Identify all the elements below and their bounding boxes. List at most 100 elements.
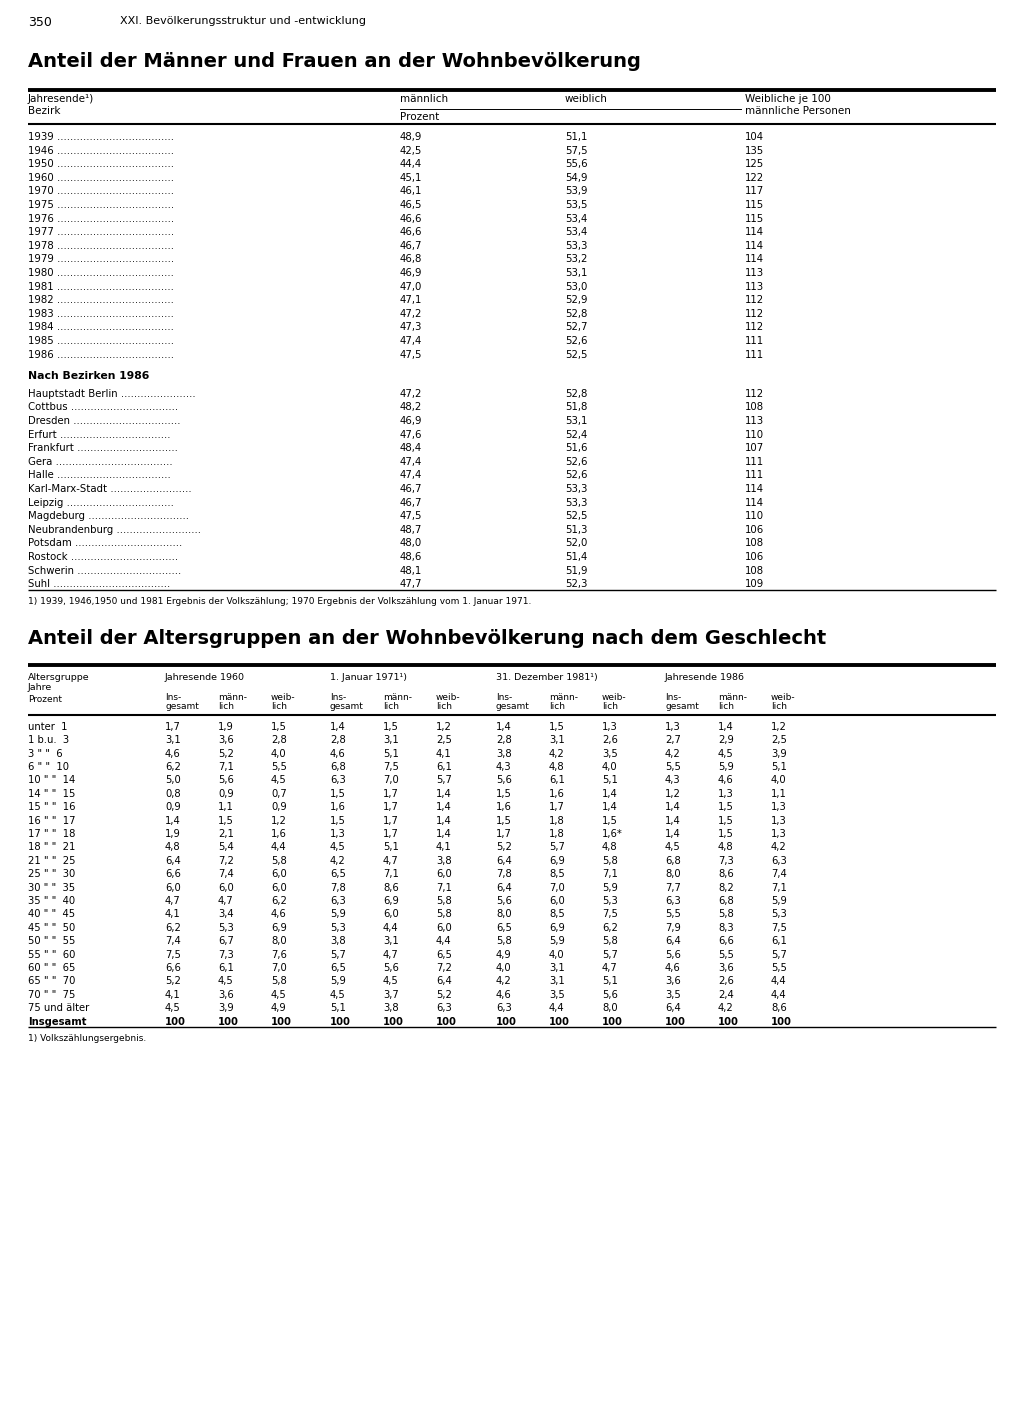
- Text: 4,7: 4,7: [383, 855, 398, 865]
- Text: 35 " "  40: 35 " " 40: [28, 896, 75, 906]
- Text: 53,3: 53,3: [565, 240, 588, 250]
- Text: 6,6: 6,6: [718, 936, 734, 946]
- Text: 1) Volkszählungsergebnis.: 1) Volkszählungsergebnis.: [28, 1034, 146, 1044]
- Text: 51,9: 51,9: [565, 566, 588, 575]
- Text: 1,4: 1,4: [165, 816, 181, 826]
- Text: 45 " "  50: 45 " " 50: [28, 923, 75, 933]
- Text: 1,7: 1,7: [383, 789, 399, 799]
- Text: 114: 114: [745, 240, 764, 250]
- Text: 47,6: 47,6: [400, 430, 423, 440]
- Text: männlich: männlich: [400, 93, 449, 105]
- Text: 4,3: 4,3: [496, 762, 512, 772]
- Text: 4,5: 4,5: [330, 990, 346, 1000]
- Text: 108: 108: [745, 403, 764, 413]
- Text: 6,8: 6,8: [330, 762, 346, 772]
- Text: 52,9: 52,9: [565, 296, 588, 305]
- Text: 5,2: 5,2: [436, 990, 452, 1000]
- Text: 3,8: 3,8: [330, 936, 346, 946]
- Text: 1,9: 1,9: [218, 721, 233, 732]
- Text: 100: 100: [771, 1017, 792, 1027]
- Text: 2,5: 2,5: [771, 735, 786, 745]
- Text: 5,9: 5,9: [330, 977, 346, 987]
- Text: 108: 108: [745, 566, 764, 575]
- Text: 5,2: 5,2: [496, 843, 512, 853]
- Text: 5,1: 5,1: [330, 1003, 346, 1014]
- Text: 5,6: 5,6: [383, 963, 399, 973]
- Text: 7,0: 7,0: [383, 775, 398, 785]
- Text: 47,4: 47,4: [400, 471, 422, 481]
- Text: 1,5: 1,5: [496, 816, 512, 826]
- Text: Anteil der Altersgruppen an der Wohnbevölkerung nach dem Geschlecht: Anteil der Altersgruppen an der Wohnbevö…: [28, 629, 826, 648]
- Text: 4,3: 4,3: [665, 775, 681, 785]
- Text: 0,9: 0,9: [165, 802, 181, 812]
- Text: 5,8: 5,8: [436, 909, 452, 919]
- Text: 1986 ....................................: 1986 ...................................…: [28, 349, 174, 359]
- Text: 1980 ....................................: 1980 ...................................…: [28, 269, 174, 279]
- Text: 6,1: 6,1: [436, 762, 452, 772]
- Text: 4,9: 4,9: [271, 1003, 287, 1014]
- Text: Magdeburg ...............................: Magdeburg ..............................…: [28, 512, 189, 522]
- Text: 100: 100: [602, 1017, 623, 1027]
- Text: 16 " "  17: 16 " " 17: [28, 816, 76, 826]
- Text: 45,1: 45,1: [400, 173, 422, 182]
- Text: 8,6: 8,6: [383, 882, 398, 892]
- Text: 1939 ....................................: 1939 ...................................…: [28, 132, 174, 141]
- Text: 3,5: 3,5: [549, 990, 565, 1000]
- Text: 7,0: 7,0: [549, 882, 565, 892]
- Text: 1,5: 1,5: [218, 816, 233, 826]
- Text: 14 " "  15: 14 " " 15: [28, 789, 76, 799]
- Text: 7,4: 7,4: [218, 870, 233, 880]
- Text: 6,0: 6,0: [165, 882, 181, 892]
- Text: 4,4: 4,4: [271, 843, 287, 853]
- Text: 1,5: 1,5: [549, 721, 565, 732]
- Text: 48,9: 48,9: [400, 132, 422, 141]
- Text: 53,3: 53,3: [565, 498, 588, 508]
- Text: unter  1: unter 1: [28, 721, 68, 732]
- Text: 1,6: 1,6: [549, 789, 565, 799]
- Text: 4,5: 4,5: [718, 748, 734, 758]
- Text: 4,5: 4,5: [271, 775, 287, 785]
- Text: 0,9: 0,9: [218, 789, 233, 799]
- Text: 110: 110: [745, 512, 764, 522]
- Text: 2,4: 2,4: [718, 990, 734, 1000]
- Text: lich: lich: [436, 701, 452, 711]
- Text: 52,4: 52,4: [565, 430, 588, 440]
- Text: 40 " "  45: 40 " " 45: [28, 909, 75, 919]
- Text: männliche Personen: männliche Personen: [745, 106, 851, 116]
- Text: Dresden .................................: Dresden ................................…: [28, 416, 180, 426]
- Text: 47,0: 47,0: [400, 281, 422, 291]
- Text: 7,5: 7,5: [602, 909, 617, 919]
- Text: lich: lich: [771, 701, 787, 711]
- Text: 1,5: 1,5: [383, 721, 399, 732]
- Text: 5,1: 5,1: [383, 843, 399, 853]
- Text: 1,5: 1,5: [718, 829, 734, 839]
- Text: 7,6: 7,6: [271, 950, 287, 960]
- Text: 108: 108: [745, 539, 764, 549]
- Text: 1 b.u.  3: 1 b.u. 3: [28, 735, 70, 745]
- Text: 5,8: 5,8: [271, 977, 287, 987]
- Text: 8,6: 8,6: [718, 870, 734, 880]
- Text: 1,3: 1,3: [771, 816, 786, 826]
- Text: 1,4: 1,4: [665, 802, 681, 812]
- Text: 100: 100: [496, 1017, 517, 1027]
- Text: 4,2: 4,2: [771, 843, 786, 853]
- Text: 4,0: 4,0: [771, 775, 786, 785]
- Text: 48,6: 48,6: [400, 551, 422, 561]
- Text: 1,3: 1,3: [330, 829, 346, 839]
- Text: 47,7: 47,7: [400, 580, 423, 590]
- Text: 4,4: 4,4: [436, 936, 452, 946]
- Text: 52,8: 52,8: [565, 308, 588, 318]
- Text: 106: 106: [745, 551, 764, 561]
- Text: 1,4: 1,4: [496, 721, 512, 732]
- Text: 1982 ....................................: 1982 ...................................…: [28, 296, 174, 305]
- Text: 6,0: 6,0: [549, 896, 565, 906]
- Text: Jahresende 1960: Jahresende 1960: [165, 673, 245, 682]
- Text: 53,1: 53,1: [565, 269, 588, 279]
- Text: 7,1: 7,1: [771, 882, 786, 892]
- Text: 70 " "  75: 70 " " 75: [28, 990, 76, 1000]
- Text: Jahresende 1986: Jahresende 1986: [665, 673, 745, 682]
- Text: 5,7: 5,7: [330, 950, 346, 960]
- Text: Prozent: Prozent: [28, 694, 62, 704]
- Text: 52,6: 52,6: [565, 471, 588, 481]
- Text: 5,5: 5,5: [665, 909, 681, 919]
